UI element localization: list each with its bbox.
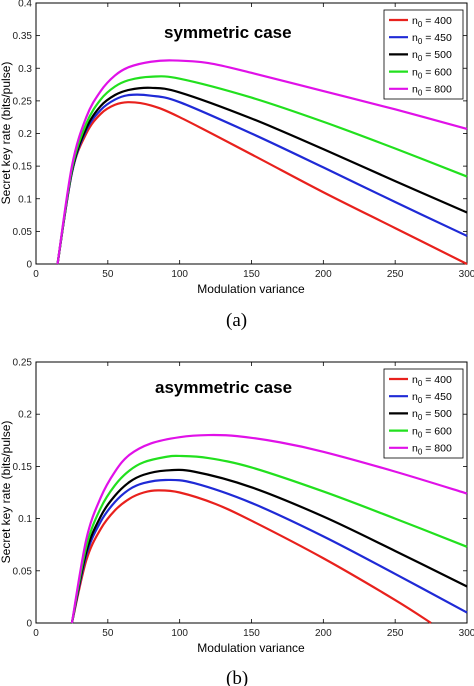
chart-asymmetric: 0 50 100 150 200 250 300 0 0.05 0.1 0.15 0.2 0.25 as… [0, 358, 474, 686]
x-tick-label: 100 [171, 269, 188, 280]
x-tick-label: 50 [102, 628, 114, 639]
legend-label: n0 = 450 [412, 391, 452, 405]
legend-label: n0 = 500 [412, 49, 452, 63]
tick-group: 0 50 100 150 200 250 300 0 0.05 0.1 0.15 0.2 0.25 0.3… [13, 0, 474, 280]
y-tick-label: 0.3 [18, 64, 32, 75]
x-tick-label: 200 [315, 269, 332, 280]
panel-caption: (b) [226, 668, 248, 686]
series-line-n0-800 [56, 59, 468, 265]
y-tick-label: 0.25 [13, 358, 33, 369]
series-line-n0-500 [56, 86, 468, 265]
x-tick-label: 250 [387, 628, 404, 639]
y-tick-label: 0.1 [18, 514, 32, 525]
legend-label: n0 = 800 [412, 84, 452, 98]
y-tick-label: 0.2 [18, 410, 32, 421]
y-tick-label: 0.2 [18, 129, 32, 140]
x-tick-label: 0 [33, 269, 39, 280]
legend-label: n0 = 400 [412, 15, 452, 29]
series-line-n0-600 [56, 75, 468, 265]
y-axis-label: Secret key rate (bits/pulse) [0, 421, 13, 564]
x-tick-label: 100 [171, 628, 188, 639]
y-tick-label: 0.4 [18, 0, 32, 10]
y-tick-label: 0 [26, 260, 32, 271]
series-line-n0-450 [70, 478, 468, 624]
x-tick-label: 300 [459, 269, 474, 280]
legend: n0 = 400 n0 = 450 n0 = 500 n0 = 600 n0 = 800 [383, 368, 464, 459]
chart-title: asymmetric case [155, 378, 292, 397]
series-group [70, 433, 468, 624]
x-tick-label: 300 [459, 628, 474, 639]
y-tick-label: 0.05 [13, 566, 33, 577]
legend: n0 = 400 n0 = 450 n0 = 500 n0 = 600 n0 = 800 [383, 9, 464, 100]
x-tick-label: 200 [315, 628, 332, 639]
series-group [56, 59, 468, 265]
y-tick-label: 0.15 [13, 162, 33, 173]
x-axis-label: Modulation variance [197, 282, 305, 296]
chart-symmetric: 0 50 100 150 200 250 300 0 0.05 0.1 0.15 0.2 0.25 0.3… [0, 0, 474, 331]
y-tick-label: 0 [26, 619, 32, 630]
chart-title: symmetric case [164, 23, 292, 42]
x-tick-label: 0 [33, 628, 39, 639]
y-tick-label: 0.35 [13, 31, 33, 42]
x-axis-label: Modulation variance [197, 641, 305, 655]
series-line-n0-800 [70, 433, 468, 624]
series-line-n0-500 [70, 468, 468, 624]
y-axis-label: Secret key rate (bits/pulse) [0, 62, 13, 205]
legend-label: n0 = 450 [412, 32, 452, 46]
y-tick-label: 0.1 [18, 194, 32, 205]
x-tick-label: 150 [243, 628, 260, 639]
panel-caption: (a) [226, 310, 247, 331]
y-tick-label: 0.05 [13, 227, 33, 238]
x-tick-label: 250 [387, 269, 404, 280]
y-tick-label: 0.25 [13, 96, 33, 107]
series-line-n0-400 [70, 489, 432, 624]
y-tick-label: 0.15 [13, 462, 33, 473]
tick-group: 0 50 100 150 200 250 300 0 0.05 0.1 0.15 0.2 0.25 [13, 358, 474, 640]
legend-label: n0 = 600 [412, 66, 452, 80]
legend-label: n0 = 500 [412, 408, 452, 422]
legend-label: n0 = 400 [412, 374, 452, 388]
legend-label: n0 = 600 [412, 425, 452, 439]
series-line-n0-600 [70, 454, 468, 624]
legend-label: n0 = 800 [412, 443, 452, 457]
x-tick-label: 50 [102, 269, 114, 280]
x-tick-label: 150 [243, 269, 260, 280]
